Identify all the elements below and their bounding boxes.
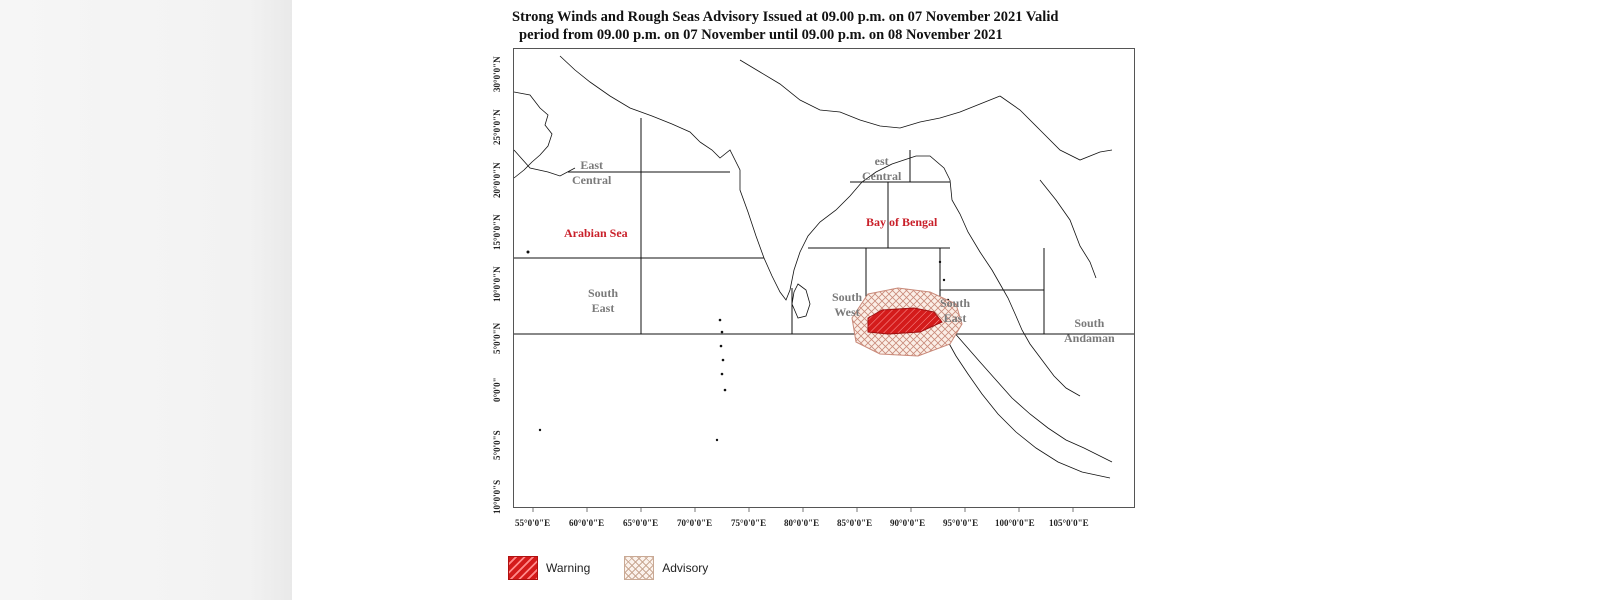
lon-label-80e: 80°0'0"E [784,518,820,528]
lat-label-10n: 10°0'0"N [492,266,502,302]
lat-label-10s: 10°0'0"S [492,479,502,514]
legend-warning-label: Warning [546,561,591,575]
myanmar-coast [949,179,1017,317]
region-bay-south-west-line2: West [834,305,860,319]
lat-label-5s: 5°0'0"S [492,430,502,460]
sea-area-boundaries [514,118,1134,335]
region-north-east-central-line1: East [580,158,603,172]
region-bay-south-east-line2: East [943,311,967,325]
region-bay-south-west-line1: South [832,290,863,304]
lon-label-85e: 85°0'0"E [837,518,873,528]
lon-label-65e: 65°0'0"E [623,518,659,528]
sri-lanka-outline [791,283,811,319]
lon-label-60e: 60°0'0"E [569,518,605,528]
title-line-2: period from 09.00 p.m. on 07 November un… [519,27,1003,43]
warning-swatch-icon [508,556,538,580]
lat-label-5n: 5°0'0"N [492,322,502,354]
china-coast [999,95,1113,161]
region-north-east-central-line2: Central [572,173,612,187]
legend-advisory-label: Advisory [662,561,709,575]
lat-label-15n: 15°0'0"N [492,214,502,250]
sumatra-outline [951,329,1113,463]
region-north-east-central: East Central [572,158,611,188]
lon-label-95e: 95°0'0"E [943,518,979,528]
indochina-coast [1039,179,1097,279]
region-bay-south-east: South East [940,296,970,326]
region-bay-west-central-line1: est [874,154,889,168]
region-south-andaman-line2: Andaman [1064,331,1115,345]
advisory-swatch-icon [624,556,655,580]
region-bay-south-east-line1: South [940,296,971,310]
lon-label-100e: 100°0'0"E [995,518,1035,528]
advisory-title: Strong Winds and Rough Seas Advisory Iss… [512,8,1152,44]
lat-label-0: 0°0'0" [492,377,502,402]
thai-malay-peninsula [1015,315,1081,397]
page-left-margin [0,0,292,600]
region-bay-west-central-line2: Central [862,169,902,183]
lon-label-75e: 75°0'0"E [731,518,767,528]
lat-label-25n: 25°0'0"N [492,109,502,145]
map-frame [513,48,1135,508]
lat-label-30n: 30°0'0"N [492,56,502,92]
region-south-east-arabian-line1: South [588,286,619,300]
region-arabian-sea: Arabian Sea [564,226,628,240]
legend-item-advisory: Advisory [624,556,708,580]
map-legend: Warning Advisory [508,556,736,580]
region-bay-west-central: est Central [862,154,901,184]
axis-ticks [532,508,1074,512]
region-south-andaman: South Andaman [1064,316,1115,346]
persian-coast-outline [559,55,701,143]
coastlines [513,55,1113,479]
region-bay-of-bengal: Bay of Bengal [866,215,938,229]
arabian-peninsula-outline [513,91,553,179]
region-south-east-arabian: South East [588,286,618,316]
indian-subcontinent-outline [699,141,951,301]
lon-label-70e: 70°0'0"E [677,518,713,528]
legend-item-warning: Warning [508,556,590,580]
region-bay-south-west: South West [832,290,862,320]
lat-label-20n: 20°0'0"N [492,162,502,198]
oman-coast [513,149,576,177]
himalaya-border [739,59,1001,129]
warning-area [867,307,943,335]
region-south-east-arabian-line2: East [591,301,615,315]
lon-label-105e: 105°0'0"E [1049,518,1089,528]
region-south-andaman-line1: South [1074,316,1105,330]
lon-label-55e: 55°0'0"E [515,518,551,528]
title-line-1: Strong Winds and Rough Seas Advisory Iss… [512,9,1059,25]
lon-label-90e: 90°0'0"E [890,518,926,528]
sumatra-west-coast [945,337,1111,479]
